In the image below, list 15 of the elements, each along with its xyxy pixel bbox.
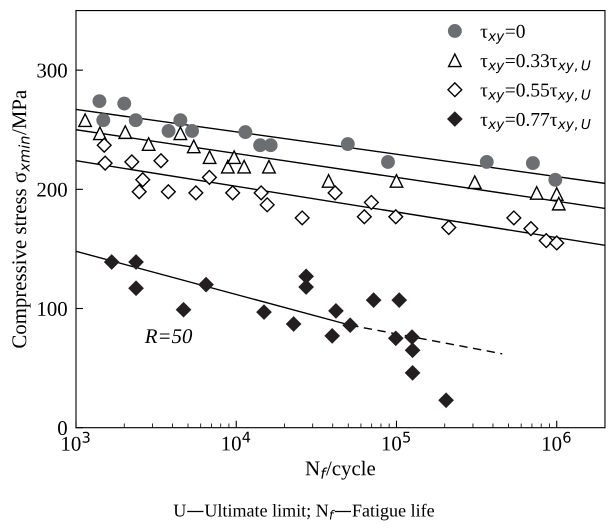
x-tick-label: 10$^{4}$ xyxy=(222,432,250,451)
legend-label: τ$_{xy}$=0 xyxy=(480,24,525,44)
legend-label: τ$_{xy}$=0.77τ$_{xy,U}$ xyxy=(480,112,591,132)
y-tick-label: 100 xyxy=(38,302,67,316)
x-tick-label: 10$^{6}$ xyxy=(543,432,571,451)
y-axis-title: Compressive stress σ$_{xmin}$/MPa xyxy=(12,90,31,348)
x-tick-label: 10$^{5}$ xyxy=(382,432,410,451)
text: U—Ultimate limit; N$_{f}$—Fatigue life xyxy=(174,504,434,520)
y-tick-label: 300 xyxy=(37,64,67,78)
y-tick-label: 200 xyxy=(37,182,67,197)
legend-label: τ$_{xy}$=0.33τ$_{xy,U}$ xyxy=(480,54,591,74)
legend-label: τ$_{xy}$=0.55τ$_{xy,U}$ xyxy=(480,83,591,102)
annotation: R=50 xyxy=(144,329,192,344)
x-axis-title: N$_{f}$/cycle xyxy=(306,460,376,480)
y-tick-label: 0 xyxy=(58,421,67,436)
